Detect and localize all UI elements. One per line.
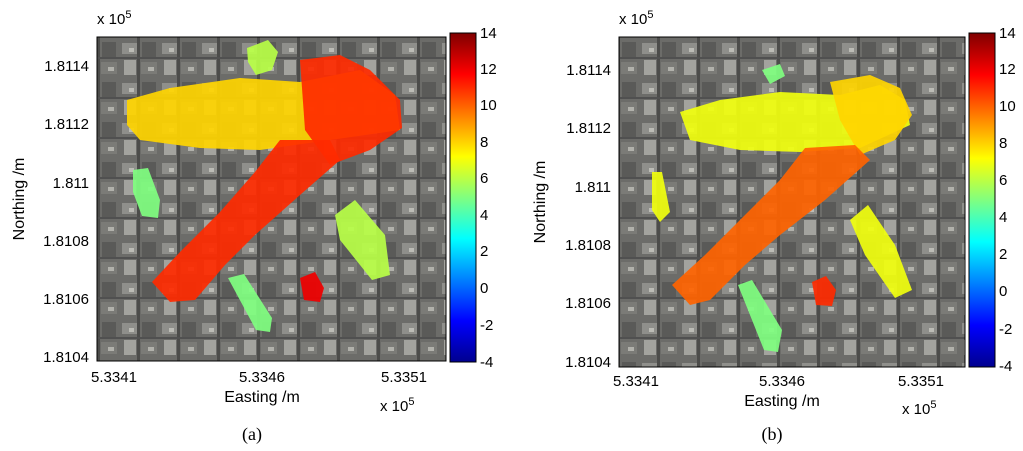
y-ticks-b: 1.8114 1.8112 1.811 1.8108 1.8106 1.8104 xyxy=(565,62,611,371)
y-ticks-a: 1.8114 1.8112 1.811 1.8108 1.8106 1.8104 xyxy=(43,58,89,366)
panel-b: 1.8114 1.8112 1.811 1.8108 1.8106 1.8104… xyxy=(532,9,1016,445)
colorbar-b xyxy=(968,32,996,368)
colorbar-tick-label: 14 xyxy=(999,25,1016,42)
colorbar-tick-label: 10 xyxy=(480,97,497,114)
y-tick-label: 1.8106 xyxy=(565,295,611,312)
region-small-red-spot-a xyxy=(300,272,324,302)
y-axis-label-b: Northing /m xyxy=(532,161,549,244)
x-tick-label: 5.3341 xyxy=(613,373,659,390)
heatmap-overlay-a xyxy=(127,40,402,332)
x-tick-label: 5.3346 xyxy=(759,373,805,390)
colorbar-tick-label: 6 xyxy=(480,170,488,187)
region-lower-right-patch-b xyxy=(850,205,912,298)
y-tick-label: 1.8104 xyxy=(43,349,89,366)
colorbar-tick-label: 2 xyxy=(480,243,488,260)
y-tick-label: 1.8114 xyxy=(566,62,611,79)
y-exponent-a: x 105 xyxy=(97,9,131,28)
region-lower-right-patch-a xyxy=(335,200,390,280)
region-main-diagonal-street-a xyxy=(152,140,340,302)
x-tick-label: 5.3346 xyxy=(239,369,285,386)
panel-a: 1.8114 1.8112 1.811 1.8108 1.8106 1.8104… xyxy=(11,9,497,445)
caption-a: (a) xyxy=(242,424,262,445)
y-tick-label: 1.8112 xyxy=(44,116,89,133)
colorbar-tick-label: 8 xyxy=(480,134,488,151)
region-lower-middle-strip-b xyxy=(738,280,782,352)
colorbar-tick-label: -4 xyxy=(999,358,1012,375)
region-upper-right-block-a xyxy=(300,55,402,165)
colorbar-tick-label: 12 xyxy=(480,61,497,78)
region-top-left-blob-b xyxy=(762,64,785,84)
y-tick-label: 1.8106 xyxy=(43,291,89,308)
x-ticks-a: 5.3341 5.3346 5.3351 xyxy=(91,369,427,386)
plot-frame-a xyxy=(96,36,447,362)
colorbar-tick-label: -2 xyxy=(999,321,1012,338)
colorbar-tick-label: -2 xyxy=(480,317,493,334)
colorbar-tick-label: 8 xyxy=(999,135,1007,152)
x-tick-label: 5.3341 xyxy=(91,369,137,386)
y-tick-label: 1.8112 xyxy=(566,120,611,137)
y-tick-label: 1.8104 xyxy=(565,354,611,371)
y-exponent-b: x 105 xyxy=(619,9,653,28)
x-tick-label: 5.3351 xyxy=(381,369,427,386)
colorbar-ticks-b: 14 12 10 8 6 4 2 0 -2 -4 xyxy=(999,25,1016,375)
y-tick-label: 1.811 xyxy=(575,179,611,196)
x-exponent-a: x 105 xyxy=(380,396,414,415)
colorbar-tick-label: 14 xyxy=(480,25,497,42)
plot-frame-b xyxy=(618,36,966,368)
colorbar-tick-label: 2 xyxy=(999,246,1007,263)
region-upper-right-block-b xyxy=(830,75,912,155)
x-axis-label-a: Easting /m xyxy=(224,389,300,406)
region-main-diagonal-street-b xyxy=(672,145,870,305)
region-lower-middle-strip-a xyxy=(228,274,272,332)
region-top-left-blob-a xyxy=(247,40,278,75)
x-axis-label-b: Easting /m xyxy=(744,393,820,410)
colorbar-tick-label: 12 xyxy=(999,61,1016,78)
colorbar-tick-label: -4 xyxy=(480,354,493,371)
colorbar-ticks-a: 14 12 10 8 6 4 2 0 -2 -4 xyxy=(480,25,497,371)
colorbar-tick-label: 4 xyxy=(999,209,1007,226)
colorbar-a xyxy=(449,32,477,363)
x-exponent-b: x 105 xyxy=(902,399,936,418)
heatmap-overlay-b xyxy=(652,64,912,352)
colorbar-tick-label: 0 xyxy=(480,280,488,297)
x-ticks-b: 5.3341 5.3346 5.3351 xyxy=(613,373,944,390)
colorbar-tick-label: 10 xyxy=(999,98,1016,115)
y-tick-label: 1.811 xyxy=(53,175,89,192)
colorbar-tick-label: 0 xyxy=(999,283,1007,300)
x-tick-label: 5.3351 xyxy=(898,373,944,390)
region-small-red-spot-b xyxy=(812,276,836,306)
caption-b: (b) xyxy=(762,424,783,445)
y-tick-label: 1.8114 xyxy=(44,58,89,75)
y-axis-label-a: Northing /m xyxy=(11,158,28,241)
colorbar-tick-label: 6 xyxy=(999,172,1007,189)
colorbar-tick-label: 4 xyxy=(480,207,488,224)
region-left-small-strip-b xyxy=(652,172,670,222)
region-left-small-strip-a xyxy=(133,168,160,218)
y-tick-label: 1.8108 xyxy=(43,233,89,250)
y-tick-label: 1.8108 xyxy=(565,237,611,254)
